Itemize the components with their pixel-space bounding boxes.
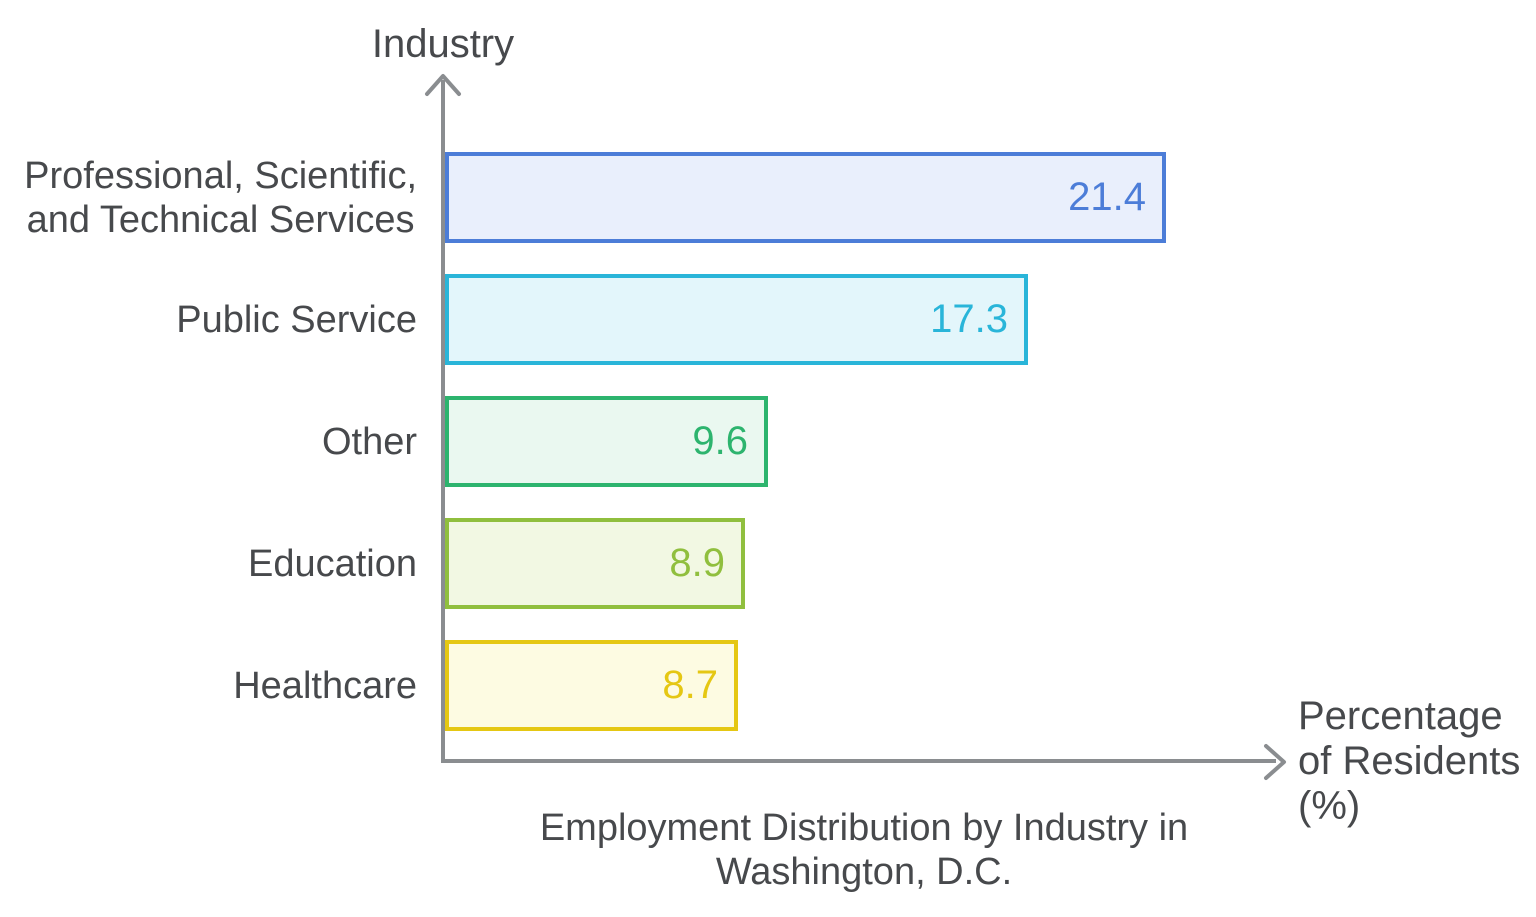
x-axis-title-line: (%) — [1298, 784, 1361, 828]
category-label: Public Service — [176, 298, 417, 341]
bar: 8.7 — [445, 640, 738, 731]
bar: 9.6 — [445, 396, 768, 487]
bar-value-label: 8.7 — [662, 663, 718, 707]
bar-value-label: 9.6 — [692, 419, 748, 463]
x-axis-title: Percentage of Residents (%) — [1298, 694, 1528, 829]
chart-title-line: Washington, D.C. — [715, 851, 1013, 893]
category-label: Education — [247, 542, 417, 585]
bar-value-label: 21.4 — [1068, 175, 1146, 219]
y-axis-title: Industry — [371, 22, 515, 66]
chart-row: Other 9.6 — [0, 396, 1536, 487]
chart-row: Professional, Scientific, and Technical S… — [0, 152, 1536, 243]
category-label: Other — [321, 420, 417, 463]
x-axis-title-line: of Residents — [1298, 739, 1521, 783]
chart-row: Public Service 17.3 — [0, 274, 1536, 365]
chart-title: Employment Distribution by Industry in W… — [443, 806, 1285, 894]
chart-row: Healthcare 8.7 — [0, 640, 1536, 731]
category-label: Healthcare — [233, 664, 417, 707]
x-axis-title-line: Percentage — [1298, 694, 1503, 738]
chart-title-line: Employment Distribution by Industry in — [539, 807, 1189, 849]
bar: 8.9 — [445, 518, 745, 609]
chart-row: Education 8.9 — [0, 518, 1536, 609]
bar-value-label: 8.9 — [669, 541, 725, 585]
bar: 21.4 — [445, 152, 1166, 243]
category-label: Professional, Scientific, and Technical S… — [24, 154, 417, 241]
bar-value-label: 17.3 — [930, 297, 1008, 341]
bar: 17.3 — [445, 274, 1028, 365]
